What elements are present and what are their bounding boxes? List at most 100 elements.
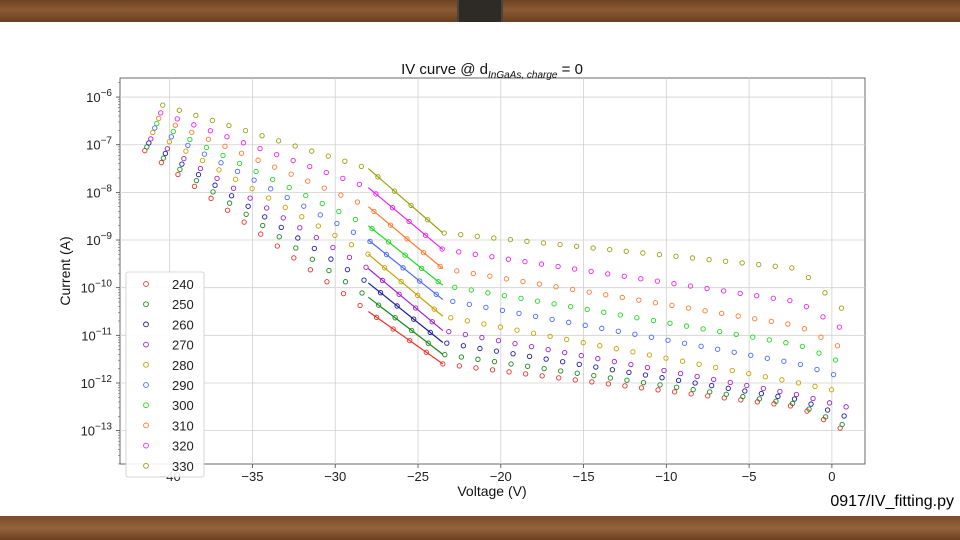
data-point-240: [473, 365, 479, 371]
data-point-330: [557, 241, 563, 248]
data-point-240: [324, 279, 330, 285]
data-point-250: [574, 370, 580, 376]
data-point-300: [170, 128, 176, 135]
data-point-280: [530, 330, 537, 336]
data-point-320: [720, 288, 727, 294]
fit-line-330: [367, 168, 444, 234]
y-tick-label: 10−6: [86, 88, 112, 105]
y-tick-label: 10−8: [86, 183, 112, 200]
data-point-310: [669, 302, 675, 309]
data-point-260: [493, 348, 500, 354]
data-point-260: [328, 256, 334, 262]
data-point-290: [549, 316, 555, 322]
data-point-260: [444, 340, 450, 346]
data-point-300: [567, 304, 574, 310]
data-point-310: [420, 249, 427, 256]
data-point-240: [340, 290, 347, 297]
data-point-250: [409, 327, 415, 334]
data-point-330: [309, 148, 315, 154]
y-tick-label: 10−9: [86, 231, 112, 248]
data-point-290: [582, 322, 588, 328]
data-point-310: [768, 318, 774, 325]
data-point-250: [326, 267, 332, 274]
data-point-240: [556, 375, 562, 381]
binder-clip: [457, 0, 503, 22]
data-point-280: [464, 318, 470, 324]
data-point-240: [456, 363, 463, 369]
data-point-260: [841, 413, 847, 419]
x-tick-label: −35: [241, 469, 263, 484]
data-point-310: [702, 308, 708, 314]
data-point-240: [489, 367, 496, 373]
data-point-260: [377, 290, 384, 296]
data-point-270: [628, 361, 634, 368]
data-point-290: [201, 151, 208, 157]
data-point-270: [744, 382, 750, 389]
data-point-250: [458, 354, 465, 360]
data-point-260: [626, 369, 632, 376]
data-point-320: [257, 145, 263, 152]
data-point-290: [648, 334, 655, 340]
data-point-290: [450, 298, 456, 305]
data-point-330: [325, 153, 331, 159]
data-point-260: [262, 214, 268, 220]
data-point-310: [305, 178, 311, 184]
data-point-310: [354, 199, 361, 205]
data-point-290: [284, 194, 290, 201]
data-point-280: [299, 214, 305, 220]
data-point-310: [586, 289, 592, 295]
legend-marker-310: [143, 422, 149, 429]
data-point-300: [236, 160, 243, 167]
data-point-320: [307, 163, 313, 170]
data-point-320: [522, 258, 528, 265]
data-point-240: [589, 379, 595, 385]
x-axis-label: Voltage (V): [457, 483, 526, 499]
data-point-290: [417, 278, 423, 284]
data-point-240: [423, 349, 429, 355]
data-point-280: [232, 176, 239, 182]
data-point-240: [191, 183, 198, 190]
data-point-280: [348, 242, 355, 248]
data-point-270: [528, 343, 535, 350]
data-point-290: [532, 313, 539, 319]
data-point-290: [185, 142, 191, 149]
data-point-260: [576, 361, 582, 368]
data-point-250: [508, 361, 514, 367]
data-point-300: [319, 200, 325, 207]
data-point-300: [716, 328, 723, 335]
y-tick-label: 10−13: [81, 422, 113, 439]
data-point-300: [551, 301, 557, 307]
data-point-320: [737, 290, 743, 296]
data-point-320: [588, 268, 594, 275]
data-point-300: [617, 312, 623, 318]
data-point-320: [273, 151, 280, 158]
data-point-250: [839, 421, 845, 428]
data-point-260: [808, 401, 814, 407]
data-point-300: [468, 287, 474, 293]
legend-label-270: 270: [172, 338, 194, 353]
data-point-270: [429, 319, 435, 325]
data-point-250: [210, 189, 216, 195]
x-tick-label: −30: [324, 469, 346, 484]
data-point-280: [266, 195, 272, 201]
data-point-320: [422, 232, 429, 238]
data-point-330: [722, 258, 729, 264]
data-point-270: [280, 215, 286, 221]
data-point-330: [590, 245, 596, 251]
iv-chart: −40−35−30−25−20−15−10−5010−610−710−810−9…: [0, 22, 960, 516]
data-point-250: [723, 391, 729, 397]
data-point-300: [336, 208, 342, 215]
data-point-290: [599, 325, 605, 331]
data-point-290: [301, 203, 307, 209]
data-point-270: [661, 367, 667, 374]
data-point-330: [193, 112, 199, 118]
fit-lines: [367, 168, 444, 365]
data-point-270: [247, 195, 253, 201]
data-point-240: [390, 326, 396, 332]
data-point-330: [292, 143, 298, 149]
data-point-300: [750, 334, 756, 340]
data-point-250: [789, 400, 796, 407]
data-point-310: [288, 171, 294, 177]
data-point-260: [311, 245, 318, 252]
data-point-300: [286, 184, 292, 191]
